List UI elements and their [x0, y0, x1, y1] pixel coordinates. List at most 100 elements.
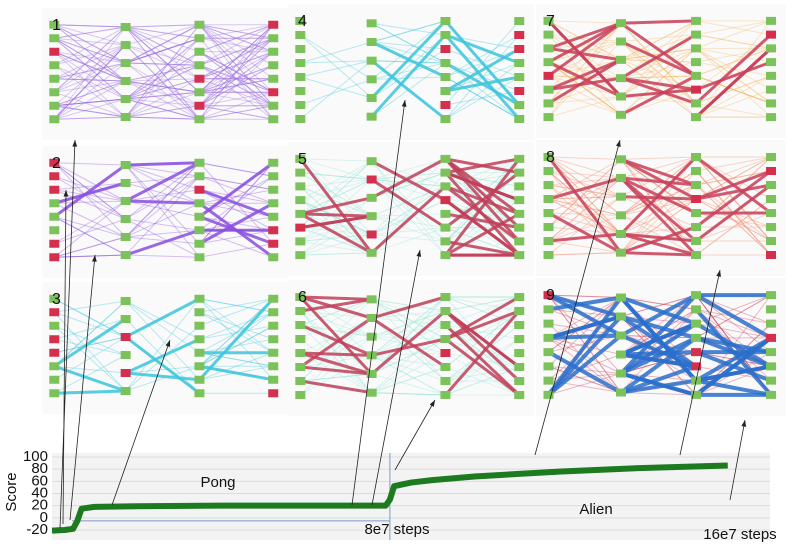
edge: [124, 297, 201, 339]
edge: [300, 179, 372, 215]
arrow: [729, 419, 746, 501]
edge: [620, 47, 697, 97]
edge: [370, 59, 447, 121]
edge: [125, 24, 200, 118]
edge: [199, 24, 274, 93]
node: [543, 16, 554, 25]
node: [49, 253, 60, 262]
edge: [125, 62, 200, 66]
edge: [548, 214, 622, 242]
edge: [199, 51, 274, 93]
edge: [299, 296, 372, 356]
node: [194, 239, 205, 248]
edge: [371, 310, 446, 356]
node: [543, 376, 554, 385]
edge: [548, 75, 622, 79]
node: [514, 237, 525, 246]
edge: [695, 75, 772, 104]
edge: [695, 364, 772, 383]
edge: [54, 336, 126, 354]
edge: [299, 179, 372, 242]
edge: [371, 172, 446, 180]
edge: [199, 162, 274, 177]
edge: [300, 185, 372, 217]
edge: [371, 338, 446, 394]
edge: [125, 162, 200, 238]
node: [366, 193, 377, 202]
edge: [695, 293, 772, 340]
edge: [300, 365, 372, 376]
edge: [620, 59, 697, 63]
edge: [619, 314, 698, 369]
edge: [125, 26, 200, 39]
edge: [300, 76, 372, 99]
panel-bg: [42, 146, 288, 278]
node: [295, 168, 306, 177]
edge: [695, 294, 772, 325]
edge: [548, 212, 622, 235]
arrow-head: [741, 420, 747, 427]
edge: [125, 365, 200, 374]
edge: [548, 61, 622, 79]
edge: [548, 373, 622, 396]
network-panel: 3: [42, 282, 288, 414]
edge: [299, 317, 372, 382]
edge: [445, 296, 520, 312]
node: [440, 101, 451, 109]
node: [543, 362, 554, 371]
edge: [548, 96, 622, 104]
edge: [125, 189, 200, 202]
edge: [371, 22, 446, 64]
edge: [300, 298, 372, 326]
edge: [620, 321, 697, 357]
edge: [695, 20, 772, 36]
node: [366, 56, 377, 65]
node: [268, 61, 279, 70]
arrow: [394, 399, 436, 471]
node: [543, 209, 554, 217]
node: [49, 199, 60, 208]
node: [440, 237, 451, 246]
edge: [54, 254, 126, 258]
edge: [548, 177, 622, 242]
edge: [444, 337, 521, 397]
node: [691, 251, 701, 259]
node: [616, 174, 626, 182]
node: [691, 113, 701, 122]
node: [295, 335, 306, 343]
edge: [199, 51, 274, 107]
node: [194, 158, 205, 167]
edge: [125, 26, 200, 66]
edge: [371, 296, 446, 356]
edge: [444, 198, 521, 257]
node: [295, 237, 306, 246]
edge: [125, 162, 200, 238]
node: [616, 155, 626, 164]
edge: [199, 51, 274, 107]
node: [268, 389, 279, 398]
edge: [548, 196, 622, 200]
edge: [445, 324, 520, 340]
edge: [370, 185, 447, 254]
node: [295, 115, 306, 123]
edge: [548, 226, 622, 235]
edge: [444, 185, 521, 243]
node: [514, 17, 525, 25]
edge: [445, 239, 520, 257]
node: [616, 192, 626, 201]
edge: [620, 76, 697, 92]
node: [766, 305, 776, 314]
node: [440, 377, 451, 385]
panels: 1 2 3 4 5 6 7 8 9: [42, 4, 786, 416]
annotation: 16e7 steps: [703, 526, 776, 543]
edge: [620, 176, 697, 215]
edge: [300, 78, 372, 106]
edge: [199, 352, 274, 367]
node: [120, 333, 131, 341]
edge: [54, 51, 126, 64]
edge: [445, 158, 520, 201]
node: [766, 113, 776, 122]
edge: [125, 37, 200, 64]
node: [120, 351, 131, 359]
